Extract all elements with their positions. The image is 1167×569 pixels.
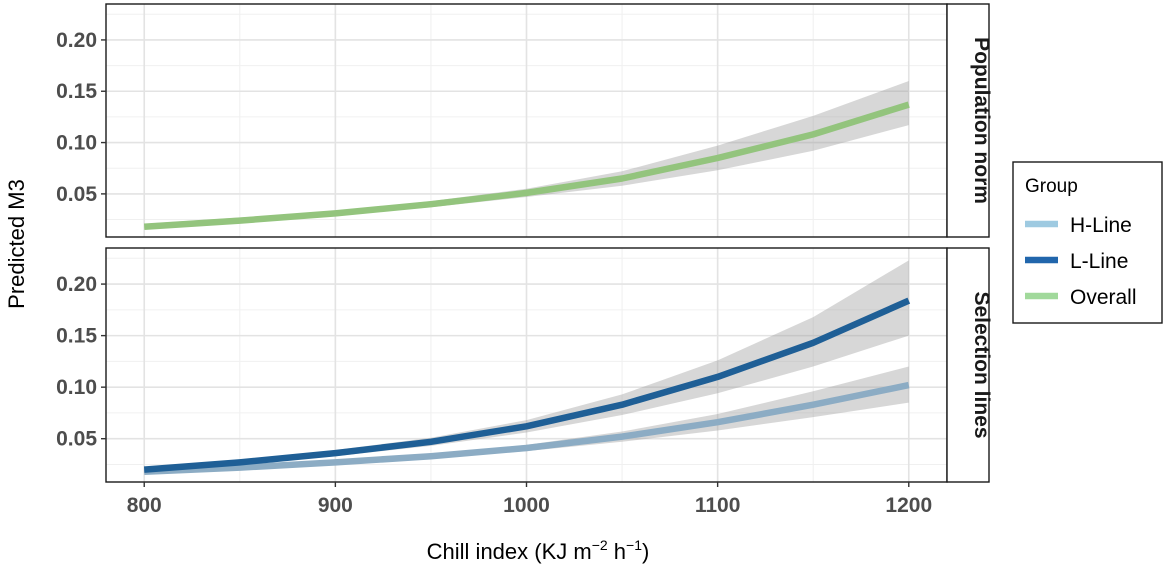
series-line-l-line [143,297,911,473]
x-tick-label: 800 [127,494,162,517]
strip-label: Selection lines [970,291,993,438]
legend-label-l-line: L-Line [1070,250,1128,273]
x-axis-title: Chill index (KJ m−2 h−1) [427,537,650,564]
y-tick-label: 0.10 [56,132,97,155]
strip-background [946,247,990,483]
legend-title: Group [1025,176,1078,197]
strip-background [946,3,990,238]
legend: Group H-Line L-Line Overall [1012,161,1163,324]
y-tick-label: 0.05 [56,428,97,451]
x-tick-label: 1100 [695,494,741,517]
y-tick-label: 0.15 [56,325,97,348]
series-line-h-line [144,381,910,475]
y-tick-label: 0.10 [56,376,97,399]
x-tick-label: 900 [318,494,353,517]
confidence-band-h-line [144,366,909,474]
legend-label-h-line: H-Line [1070,214,1132,237]
panel-population-norm: Population norm 0.05 0.10 0.15 0.20 [56,3,993,238]
panel-selection-lines: Selection lines 0.05 0.10 0.15 0.20 800 900 100… [56,247,993,517]
confidence-band-overall [144,81,909,229]
x-tick-label: 1000 [503,494,550,517]
y-tick-label: 0.20 [56,273,97,296]
y-tick-label: 0.20 [56,29,97,52]
x-tick-label: 1200 [885,494,932,517]
legend-label-overall: Overall [1070,286,1137,309]
y-tick-label: 0.15 [56,80,97,103]
y-tick-label: 0.05 [56,183,97,206]
series-line-overall [143,101,910,230]
y-axis-title: Predicted M3 [4,179,29,309]
strip-label: Population norm [970,37,993,204]
